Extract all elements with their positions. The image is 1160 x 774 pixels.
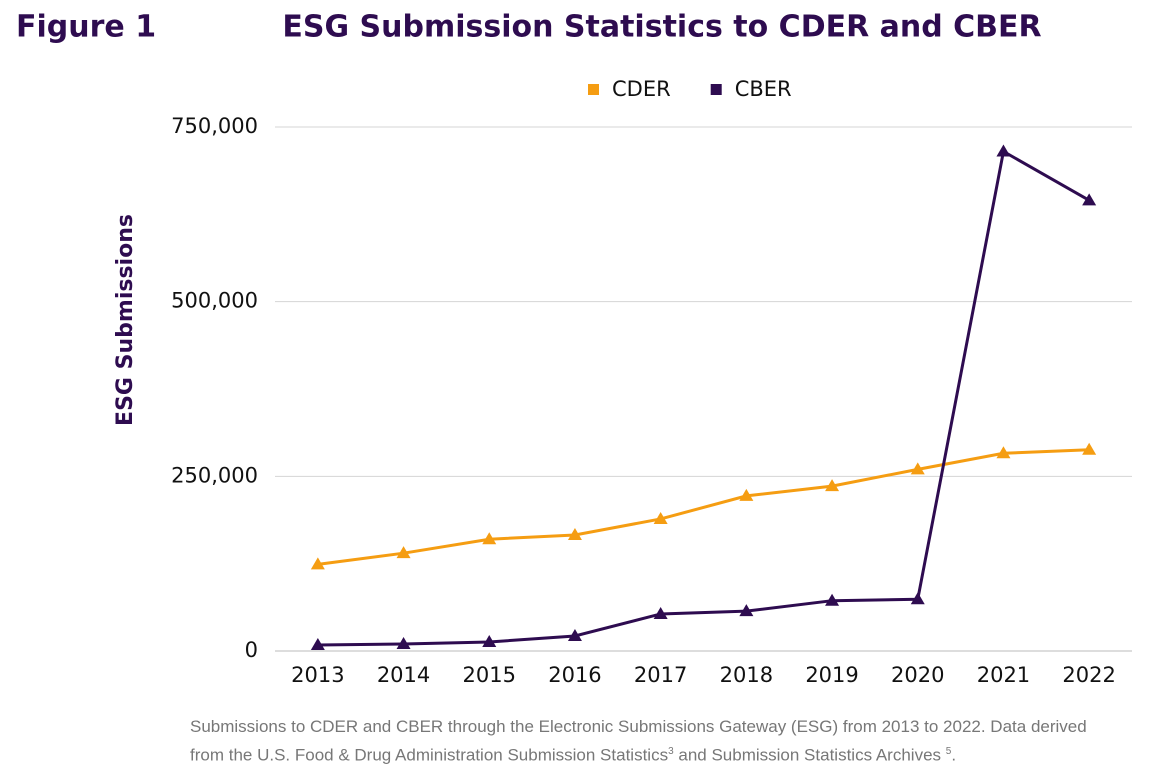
x-tick-label: 2020: [891, 663, 944, 687]
marker: [996, 446, 1011, 459]
footnote-ref: 5: [945, 746, 952, 757]
marker: [910, 462, 925, 475]
legend-label: CDER: [612, 77, 671, 101]
legend-swatch: [588, 84, 599, 95]
footnote-ref: 3: [668, 746, 674, 757]
marker: [1082, 193, 1097, 206]
x-tick-label: 2015: [463, 663, 516, 687]
series-line: [317, 448, 1090, 566]
y-tick-label: 0: [245, 638, 258, 662]
series-line: [317, 149, 1090, 647]
marker: [1082, 442, 1097, 455]
x-tick-label: 2021: [977, 663, 1030, 687]
figure-label: Figure 1: [16, 10, 156, 45]
caption: Submissions to CDER and CBER through the…: [190, 714, 1120, 768]
marker: [482, 634, 497, 647]
marker: [910, 592, 925, 605]
legend-label: CBER: [735, 77, 792, 101]
caption-text: .: [951, 745, 957, 765]
y-tick-label: 250,000: [171, 463, 258, 487]
chart-title: ESG Submission Statistics to CDER and CB…: [282, 10, 1041, 45]
marker: [482, 532, 497, 545]
x-tick-label: 2022: [1062, 663, 1115, 687]
marker: [396, 637, 411, 650]
marker: [653, 511, 668, 524]
y-tick-label: 750,000: [171, 114, 258, 138]
marker: [996, 144, 1011, 157]
y-tick-label: 500,000: [171, 289, 258, 313]
marker: [567, 628, 582, 641]
x-tick-label: 2017: [634, 663, 687, 687]
marker: [396, 546, 411, 559]
marker: [653, 606, 668, 619]
marker: [825, 479, 840, 492]
x-tick-label: 2019: [805, 663, 858, 687]
x-tick-label: 2018: [720, 663, 773, 687]
x-tick-label: 2016: [548, 663, 601, 687]
marker: [310, 637, 325, 650]
caption-text: Submissions to CDER and CBER through the…: [190, 717, 1087, 765]
x-tick-label: 2014: [377, 663, 430, 687]
marker: [739, 604, 754, 617]
chart: Figure 1 ESG Submission Statistics to CD…: [16, 10, 1132, 687]
marker: [739, 488, 754, 501]
y-axis-label: ESG Submissions: [113, 214, 138, 426]
marker: [310, 557, 325, 570]
marker: [567, 528, 582, 541]
marker: [825, 593, 840, 606]
legend-swatch: [710, 84, 722, 95]
x-tick-label: 2013: [291, 663, 344, 687]
caption-text: and Submission Statistics Archives: [673, 745, 946, 765]
